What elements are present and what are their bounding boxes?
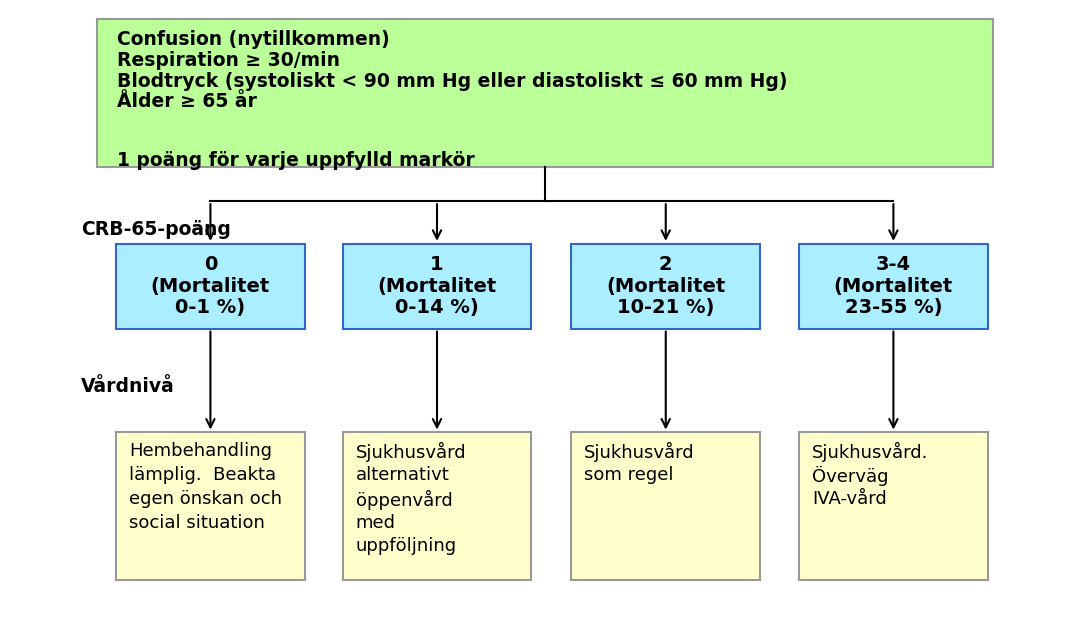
FancyBboxPatch shape (798, 243, 988, 328)
Text: (Mortalitet: (Mortalitet (834, 277, 953, 296)
Text: 2: 2 (659, 255, 672, 274)
Text: Vårdnivå: Vårdnivå (81, 377, 175, 396)
Text: 1 poäng för varje uppfylld markör: 1 poäng för varje uppfylld markör (117, 150, 475, 170)
Text: Respiration ≥ 30/min: Respiration ≥ 30/min (117, 51, 340, 70)
Text: Hembehandling: Hembehandling (129, 442, 272, 460)
FancyBboxPatch shape (117, 243, 304, 328)
Text: Sjukhusvård.: Sjukhusvård. (812, 442, 928, 462)
Text: Överväg: Överväg (812, 465, 888, 486)
FancyBboxPatch shape (572, 433, 760, 580)
Text: 0: 0 (204, 255, 217, 274)
Text: 0-1 %): 0-1 %) (176, 298, 245, 317)
Text: öppenvård: öppenvård (356, 489, 452, 509)
Text: uppföljning: uppföljning (356, 537, 456, 555)
FancyBboxPatch shape (343, 243, 532, 328)
Text: 0-14 %): 0-14 %) (395, 298, 479, 317)
Text: Confusion (nytillkommen): Confusion (nytillkommen) (117, 30, 390, 49)
Text: (Mortalitet: (Mortalitet (151, 277, 270, 296)
FancyBboxPatch shape (798, 433, 988, 580)
FancyBboxPatch shape (117, 433, 304, 580)
Text: (Mortalitet: (Mortalitet (606, 277, 725, 296)
Text: med: med (356, 513, 396, 532)
Text: som regel: som regel (585, 465, 673, 484)
Text: (Mortalitet: (Mortalitet (378, 277, 496, 296)
Text: 10-21 %): 10-21 %) (617, 298, 714, 317)
FancyBboxPatch shape (572, 243, 760, 328)
FancyBboxPatch shape (97, 19, 993, 167)
Text: IVA-vård: IVA-vård (812, 489, 887, 508)
Text: 3-4: 3-4 (876, 255, 911, 274)
Text: social situation: social situation (129, 513, 264, 532)
Text: lämplig.  Beakta: lämplig. Beakta (129, 465, 276, 484)
Text: Blodtryck (systoliskt < 90 mm Hg eller diastoliskt ≤ 60 mm Hg): Blodtryck (systoliskt < 90 mm Hg eller d… (117, 72, 787, 91)
Text: egen önskan och: egen önskan och (129, 489, 282, 508)
FancyBboxPatch shape (343, 433, 532, 580)
Text: Ålder ≥ 65 år: Ålder ≥ 65 år (117, 92, 257, 111)
Text: 1: 1 (431, 255, 443, 274)
Text: 23-55 %): 23-55 %) (845, 298, 942, 317)
Text: CRB-65-poäng: CRB-65-poäng (81, 220, 231, 239)
Text: Sjukhusvård: Sjukhusvård (585, 442, 695, 462)
Text: alternativt: alternativt (356, 465, 449, 484)
Text: Sjukhusvård: Sjukhusvård (356, 442, 466, 462)
